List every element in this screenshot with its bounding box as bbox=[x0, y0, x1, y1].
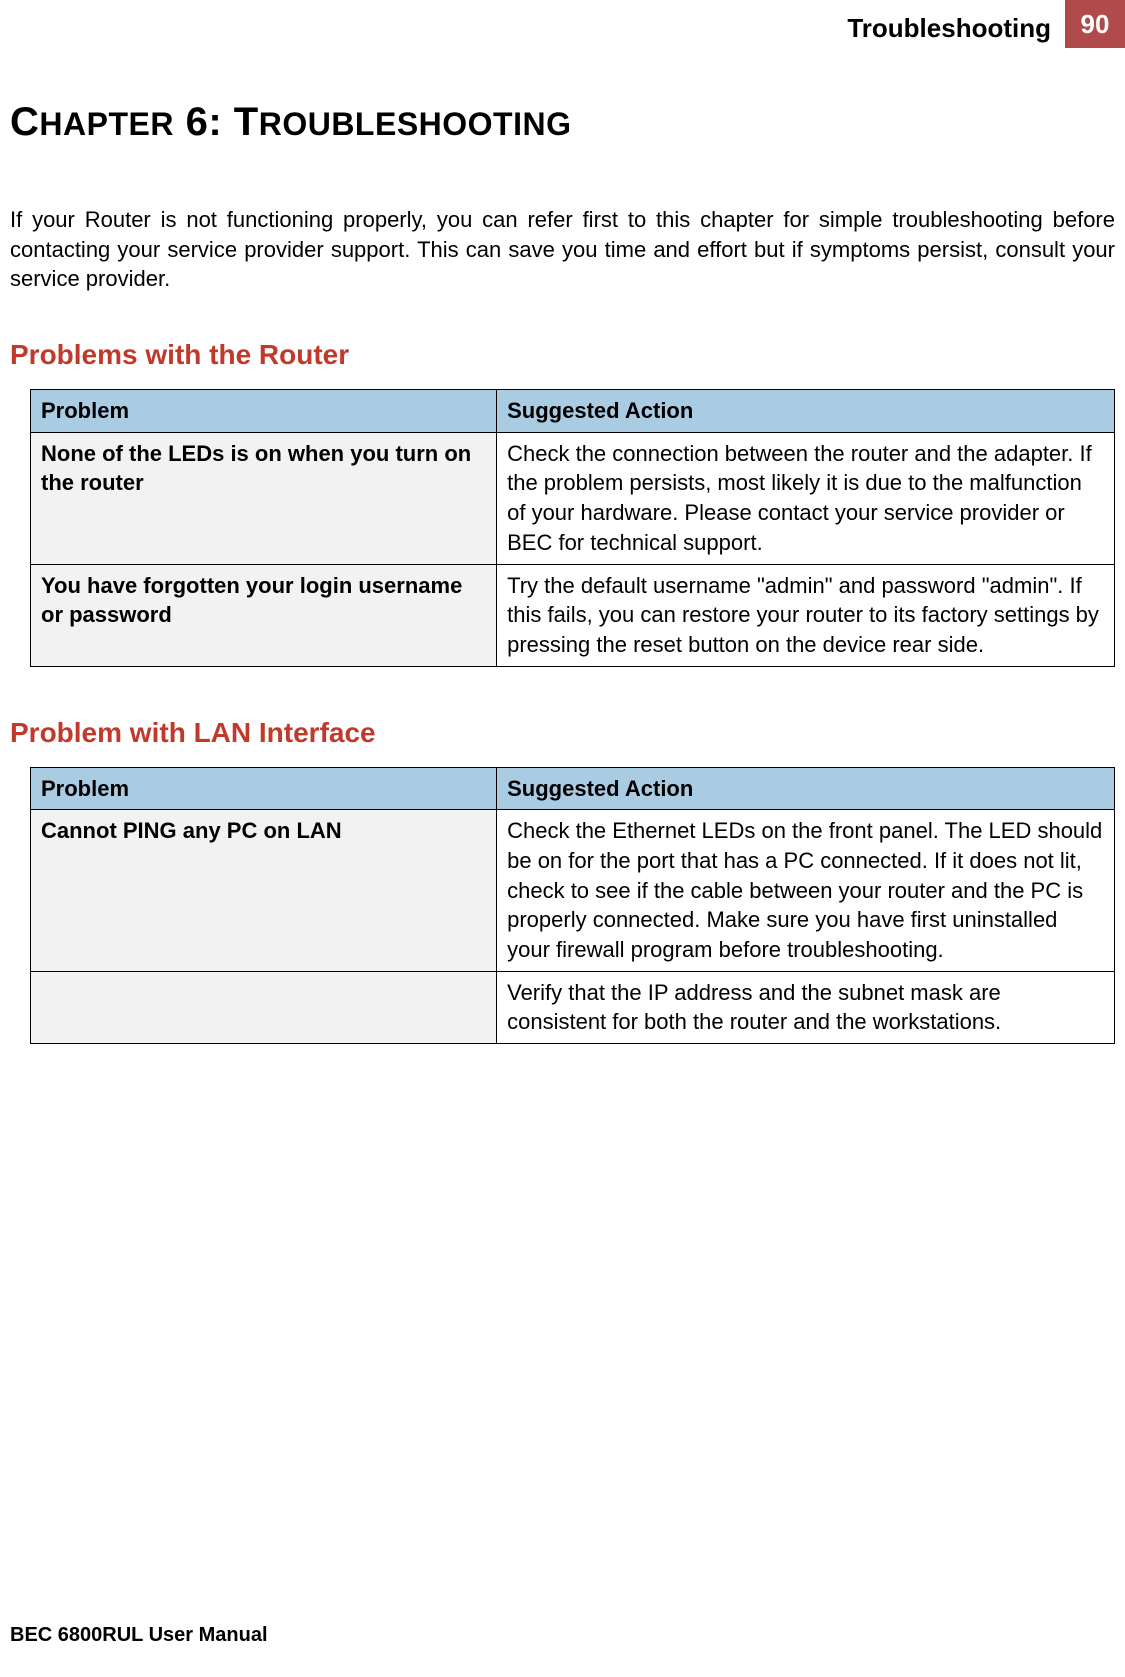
col-header-problem: Problem bbox=[31, 767, 497, 810]
footer-text: BEC 6800RUL User Manual bbox=[10, 1624, 268, 1647]
cell-problem: None of the LEDs is on when you turn on … bbox=[31, 432, 497, 564]
table-row: None of the LEDs is on when you turn on … bbox=[31, 432, 1115, 564]
col-header-action: Suggested Action bbox=[497, 767, 1115, 810]
cell-problem: Cannot PING any PC on LAN bbox=[31, 810, 497, 971]
content-area: CHAPTER 6: TROUBLESHOOTING If your Route… bbox=[0, 0, 1125, 1044]
table-header-row: Problem Suggested Action bbox=[31, 767, 1115, 810]
page-number-box: 90 bbox=[1065, 0, 1125, 48]
cell-action: Check the Ethernet LEDs on the front pan… bbox=[497, 810, 1115, 971]
page: Troubleshooting 90 CHAPTER 6: TROUBLESHO… bbox=[0, 0, 1125, 1677]
col-header-action: Suggested Action bbox=[497, 390, 1115, 433]
section-heading-router: Problems with the Router bbox=[10, 339, 1115, 371]
cell-action: Verify that the IP address and the subne… bbox=[497, 971, 1115, 1043]
cell-action: Check the connection between the router … bbox=[497, 432, 1115, 564]
table-row: You have forgotten your login username o… bbox=[31, 564, 1115, 666]
section-heading-lan: Problem with LAN Interface bbox=[10, 717, 1115, 749]
page-number: 90 bbox=[1081, 9, 1110, 40]
intro-paragraph: If your Router is not functioning proper… bbox=[10, 205, 1115, 294]
chapter-title: CHAPTER 6: TROUBLESHOOTING bbox=[10, 100, 1115, 145]
header-bar: Troubleshooting 90 bbox=[847, 0, 1125, 48]
cell-action: Try the default username "admin" and pas… bbox=[497, 564, 1115, 666]
table-lan-problems: Problem Suggested Action Cannot PING any… bbox=[30, 767, 1115, 1045]
col-header-problem: Problem bbox=[31, 390, 497, 433]
table-row: Verify that the IP address and the subne… bbox=[31, 971, 1115, 1043]
table-header-row: Problem Suggested Action bbox=[31, 390, 1115, 433]
header-title: Troubleshooting bbox=[847, 0, 1065, 48]
cell-problem: You have forgotten your login username o… bbox=[31, 564, 497, 666]
cell-problem bbox=[31, 971, 497, 1043]
table-router-problems: Problem Suggested Action None of the LED… bbox=[30, 389, 1115, 667]
table-row: Cannot PING any PC on LAN Check the Ethe… bbox=[31, 810, 1115, 971]
